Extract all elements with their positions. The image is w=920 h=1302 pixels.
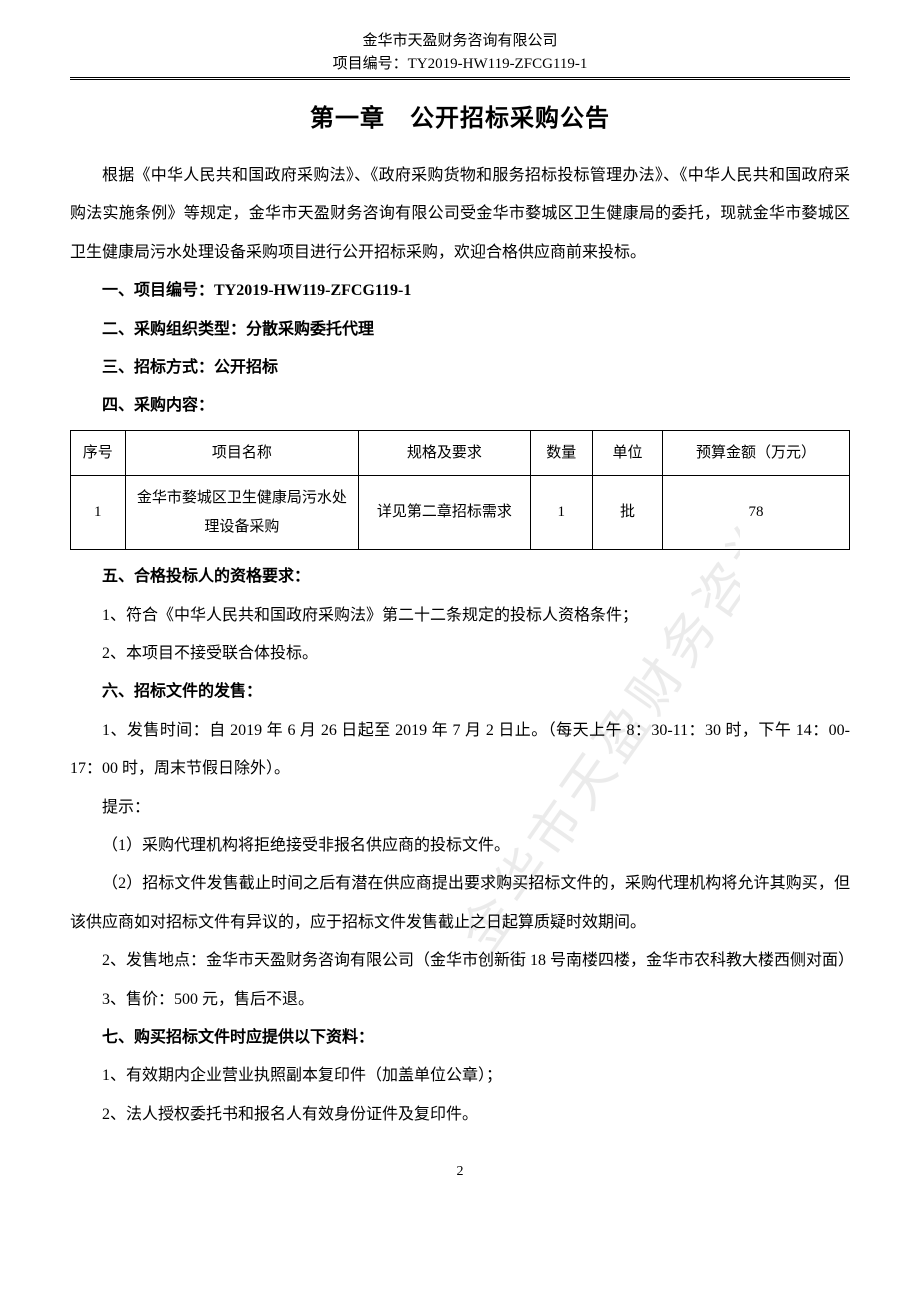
p6-3: 3、售价：500 元，售后不退。 <box>70 981 850 1019</box>
td-qty: 1 <box>530 476 592 550</box>
intro-paragraph: 根据《中华人民共和国政府采购法》、《政府采购货物和服务招标投标管理办法》、《中华… <box>70 157 850 272</box>
td-spec: 详见第二章招标需求 <box>359 476 530 550</box>
td-budget: 78 <box>663 476 850 550</box>
chapter-title: 第一章 公开招标采购公告 <box>70 98 850 133</box>
th-spec: 规格及要求 <box>359 430 530 476</box>
header-company: 金华市天盈财务咨询有限公司 <box>70 30 850 53</box>
td-seq: 1 <box>71 476 126 550</box>
section-7: 七、购买招标文件时应提供以下资料： <box>70 1019 850 1057</box>
th-unit: 单位 <box>592 430 662 476</box>
th-seq: 序号 <box>71 430 126 476</box>
section-6: 六、招标文件的发售： <box>70 673 850 711</box>
procurement-table: 序号 项目名称 规格及要求 数量 单位 预算金额（万元） 1 金华市婺城区卫生健… <box>70 430 850 551</box>
p7-1: 1、有效期内企业营业执照副本复印件（加盖单位公章）； <box>70 1057 850 1095</box>
section-5: 五、合格投标人的资格要求： <box>70 558 850 596</box>
p6-hint-1: （1）采购代理机构将拒绝接受非报名供应商的投标文件。 <box>70 827 850 865</box>
p5-1: 1、符合《中华人民共和国政府采购法》第二十二条规定的投标人资格条件； <box>70 597 850 635</box>
p5-2: 2、本项目不接受联合体投标。 <box>70 635 850 673</box>
section-1: 一、项目编号：TY2019-HW119-ZFCG119-1 <box>70 272 850 310</box>
section-2: 二、采购组织类型：分散采购委托代理 <box>70 311 850 349</box>
p7-2: 2、法人授权委托书和报名人有效身份证件及复印件。 <box>70 1096 850 1134</box>
p6-2: 2、发售地点：金华市天盈财务咨询有限公司（金华市创新街 18 号南楼四楼，金华市… <box>70 942 850 980</box>
table-header-row: 序号 项目名称 规格及要求 数量 单位 预算金额（万元） <box>71 430 850 476</box>
header-divider <box>70 77 850 80</box>
page-number: 2 <box>70 1164 850 1180</box>
td-unit: 批 <box>592 476 662 550</box>
p6-hint-2: （2）招标文件发售截止时间之后有潜在供应商提出要求购买招标文件的，采购代理机构将… <box>70 865 850 942</box>
th-qty: 数量 <box>530 430 592 476</box>
p6-1: 1、发售时间：自 2019 年 6 月 26 日起至 2019 年 7 月 2 … <box>70 712 850 789</box>
th-name: 项目名称 <box>125 430 359 476</box>
section-4: 四、采购内容： <box>70 387 850 425</box>
table-row: 1 金华市婺城区卫生健康局污水处理设备采购 详见第二章招标需求 1 批 78 <box>71 476 850 550</box>
th-budget: 预算金额（万元） <box>663 430 850 476</box>
page-header: 金华市天盈财务咨询有限公司 项目编号：TY2019-HW119-ZFCG119-… <box>70 30 850 75</box>
header-project-no: 项目编号：TY2019-HW119-ZFCG119-1 <box>70 53 850 76</box>
p6-hint: 提示： <box>70 789 850 827</box>
section-3: 三、招标方式：公开招标 <box>70 349 850 387</box>
td-name: 金华市婺城区卫生健康局污水处理设备采购 <box>125 476 359 550</box>
